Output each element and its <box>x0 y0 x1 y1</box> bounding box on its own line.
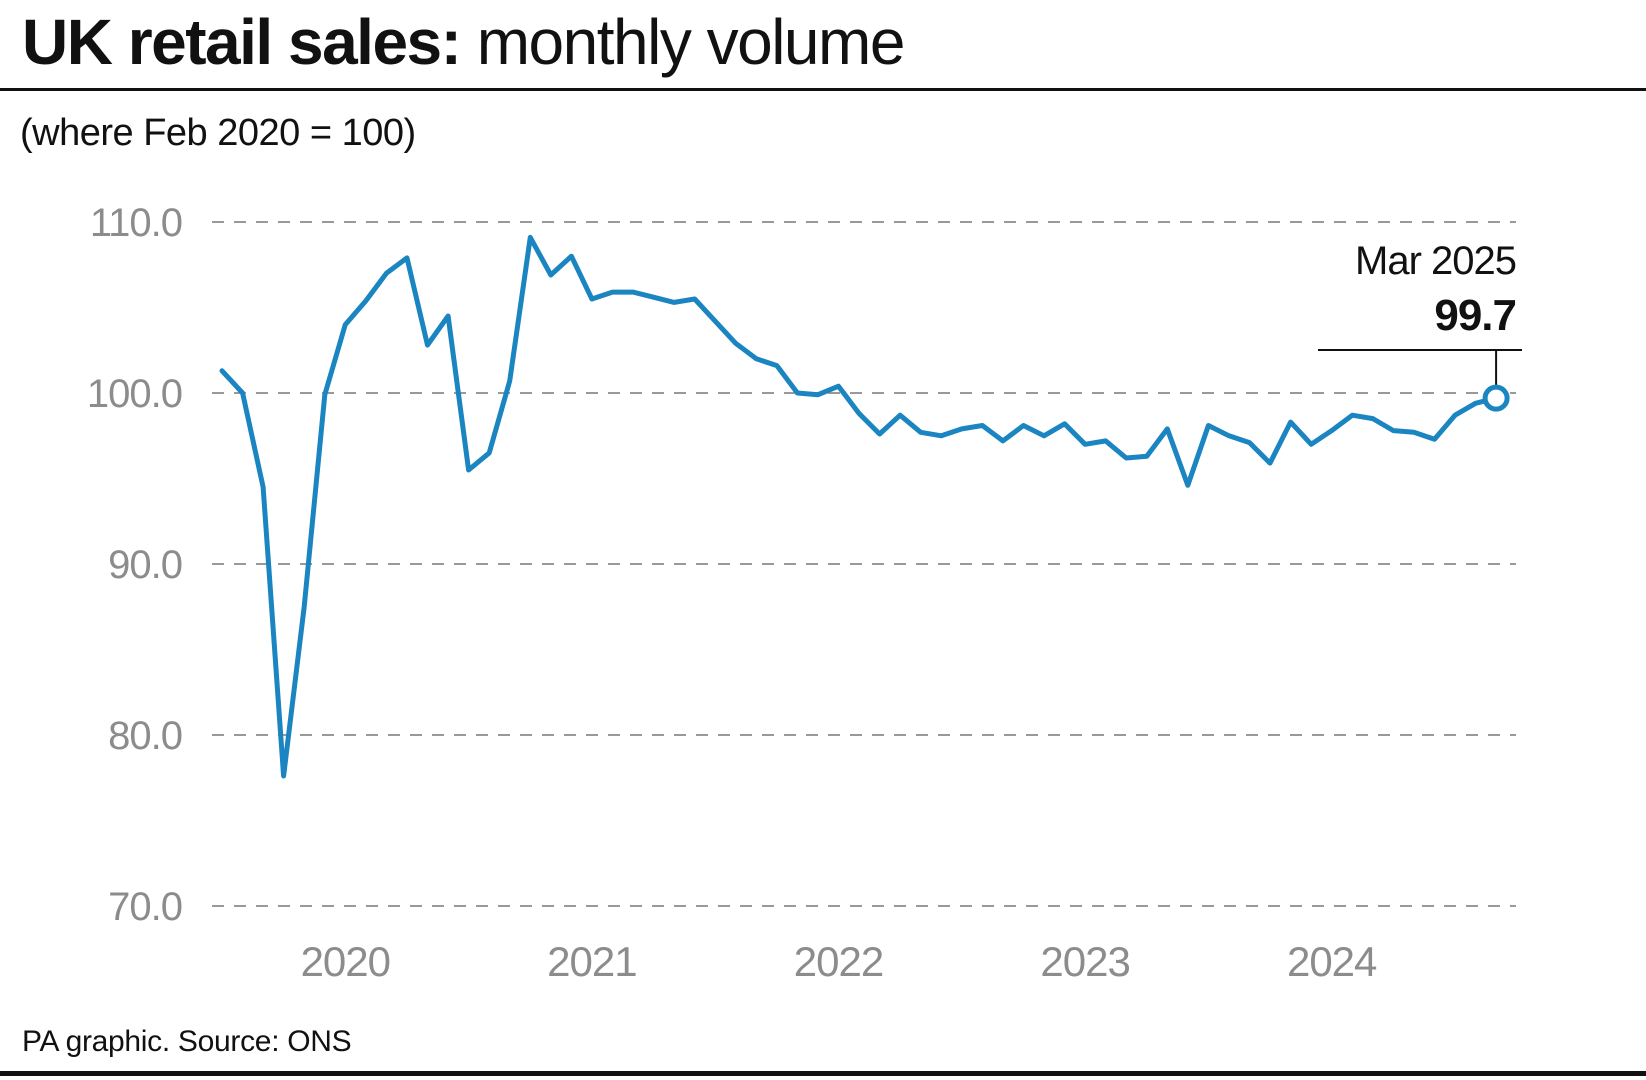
y-axis-ticks: 110.0 100.0 90.0 80.0 70.0 <box>87 201 183 929</box>
chart-title-regular: monthly volume <box>460 6 906 78</box>
x-tick-label: 2022 <box>794 938 883 985</box>
footer-divider <box>0 1071 1646 1076</box>
x-tick-label: 2020 <box>301 938 390 985</box>
y-tick-label: 80.0 <box>108 714 182 758</box>
y-tick-label: 70.0 <box>108 885 182 929</box>
source-credit: PA graphic. Source: ONS <box>22 1025 352 1058</box>
chart-title: UK retail sales: monthly volume <box>22 2 906 82</box>
series-line <box>219 234 1499 779</box>
y-tick-label: 110.0 <box>90 201 182 245</box>
y-tick-label: 90.0 <box>108 543 182 587</box>
annotation-value-label: 99.7 <box>1434 291 1516 340</box>
chart-title-bold: UK retail sales: <box>22 6 462 78</box>
annotation-date-label: Mar 2025 <box>1355 239 1516 283</box>
x-axis-ticks: 2020 2021 2022 2023 2024 <box>301 938 1378 985</box>
y-tick-label: 100.0 <box>87 372 182 416</box>
chart-subtitle: (where Feb 2020 = 100) <box>20 112 416 154</box>
series <box>219 234 1499 779</box>
x-tick-label: 2024 <box>1287 938 1377 985</box>
annotation: Mar 2025 99.7 <box>1318 239 1522 412</box>
x-tick-label: 2021 <box>547 938 636 985</box>
title-divider <box>0 88 1646 91</box>
x-tick-label: 2023 <box>1040 938 1129 985</box>
grid-lines <box>212 221 1516 907</box>
last-point-marker <box>1482 384 1510 412</box>
